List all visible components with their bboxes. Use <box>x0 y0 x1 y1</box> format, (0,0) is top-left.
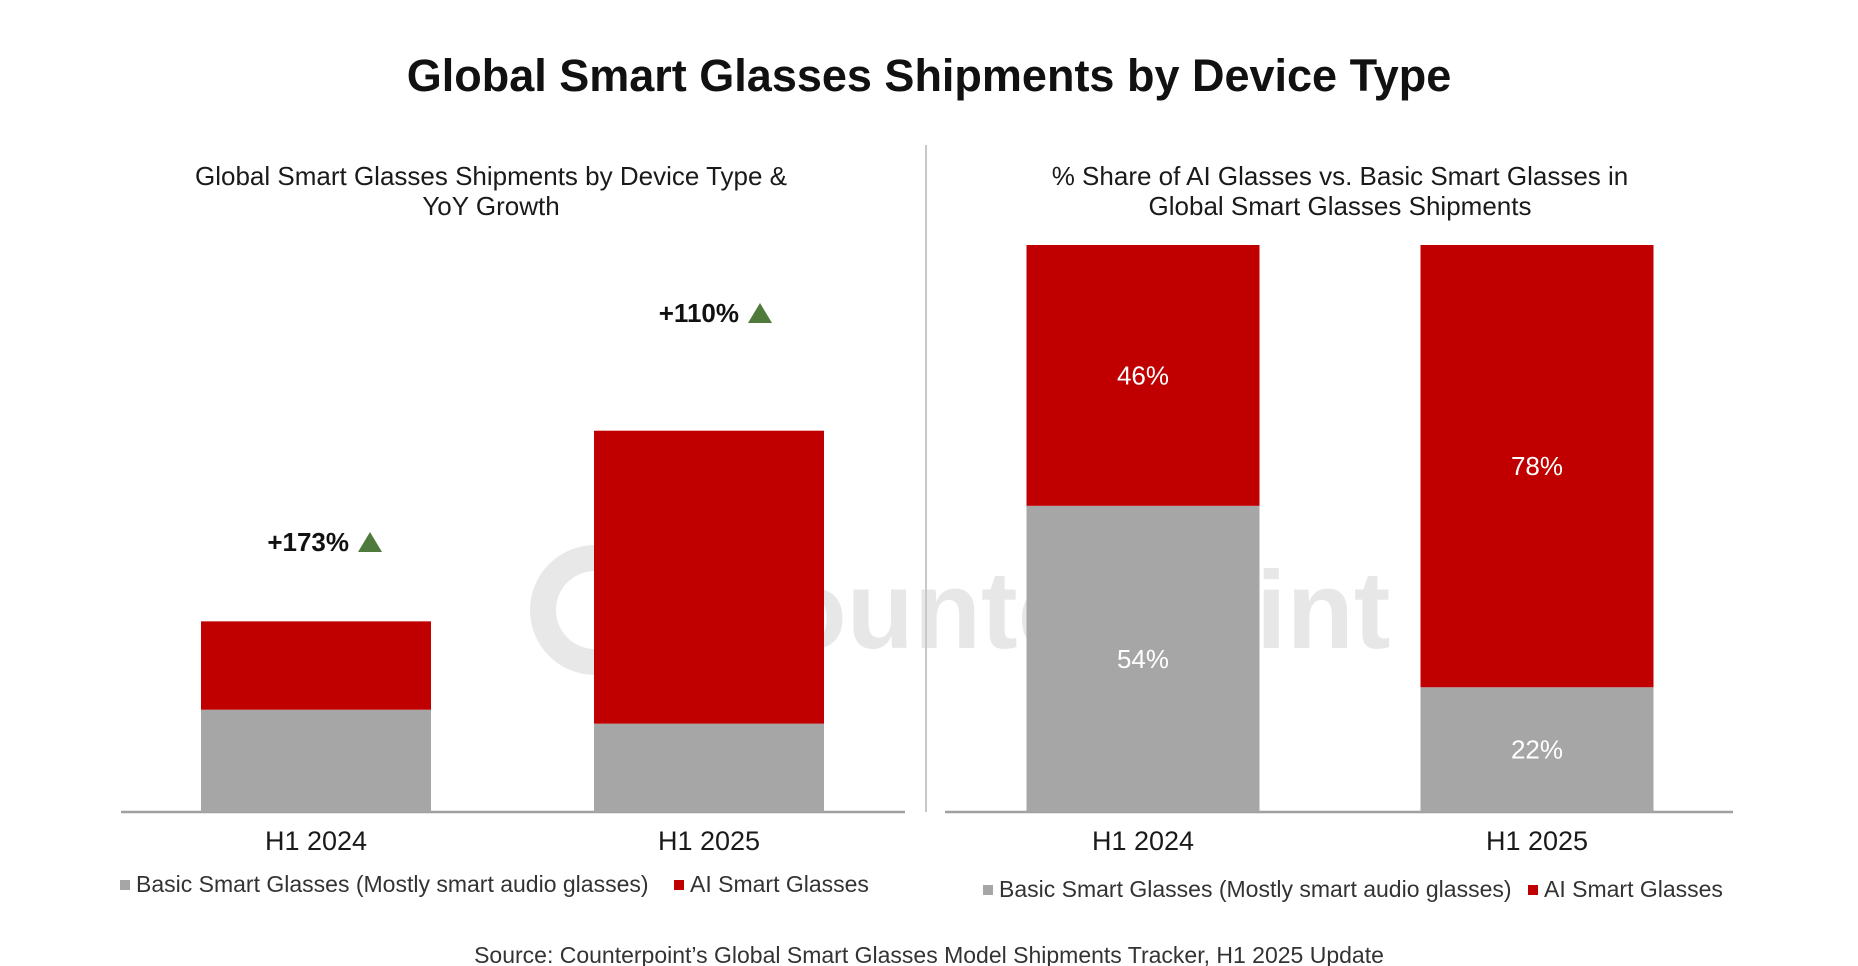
growth-label-h1-2025: +110% <box>659 298 739 328</box>
left-chart-panel: Global Smart Glasses Shipments by Device… <box>120 161 905 897</box>
legend-label-basic: Basic Smart Glasses (Mostly smart audio … <box>136 871 649 897</box>
right-chart-title-line-2: Global Smart Glasses Shipments <box>1149 191 1532 221</box>
growth-up-icon <box>358 532 382 552</box>
left-bars <box>201 430 824 812</box>
left-bar-ai-h1-2024 <box>201 621 431 710</box>
left-x-tick-h1-2024: H1 2024 <box>265 826 367 856</box>
right-data-label-basic-h1-2025: 22% <box>1511 735 1563 765</box>
legend-label-ai: AI Smart Glasses <box>690 871 869 897</box>
right-data-label-basic-h1-2024: 54% <box>1117 644 1169 674</box>
right-chart-panel: % Share of AI Glasses vs. Basic Smart Gl… <box>945 161 1733 902</box>
legend-swatch-ai <box>1528 885 1538 895</box>
right-bars: 54% 46% 22% 78% <box>1026 245 1654 812</box>
legend-label-ai: AI Smart Glasses <box>1544 876 1723 902</box>
right-chart-title-line-1: % Share of AI Glasses vs. Basic Smart Gl… <box>1052 161 1629 191</box>
growth-label-h1-2024: +173% <box>267 527 349 557</box>
right-legend: Basic Smart Glasses (Mostly smart audio … <box>983 876 1723 902</box>
page-title: Global Smart Glasses Shipments by Device… <box>406 50 1452 101</box>
right-bar-ai-h1-2025 <box>1420 245 1654 688</box>
right-bar-ai-h1-2024 <box>1026 245 1260 506</box>
right-x-tick-h1-2024: H1 2024 <box>1092 826 1194 856</box>
legend-swatch-ai <box>674 880 684 890</box>
growth-up-icon <box>748 303 772 323</box>
legend-swatch-basic <box>983 885 993 895</box>
right-bar-basic-h1-2025 <box>1420 687 1654 812</box>
left-bar-basic-h1-2025 <box>594 723 824 812</box>
left-bar-basic-h1-2024 <box>201 709 431 812</box>
source-note: Source: Counterpoint’s Global Smart Glas… <box>474 942 1384 966</box>
right-data-label-ai-h1-2024: 46% <box>1117 360 1169 390</box>
right-data-label-ai-h1-2025: 78% <box>1511 451 1563 481</box>
left-x-tick-h1-2025: H1 2025 <box>658 826 760 856</box>
right-bar-basic-h1-2024 <box>1026 505 1260 812</box>
right-x-tick-h1-2025: H1 2025 <box>1486 826 1588 856</box>
left-chart-title-line-1: Global Smart Glasses Shipments by Device… <box>195 161 787 191</box>
legend-label-basic: Basic Smart Glasses (Mostly smart audio … <box>999 876 1512 902</box>
left-bar-ai-h1-2025 <box>594 430 824 724</box>
legend-swatch-basic <box>120 880 130 890</box>
left-legend: Basic Smart Glasses (Mostly smart audio … <box>120 871 869 897</box>
left-chart-title-line-2: YoY Growth <box>422 191 559 221</box>
